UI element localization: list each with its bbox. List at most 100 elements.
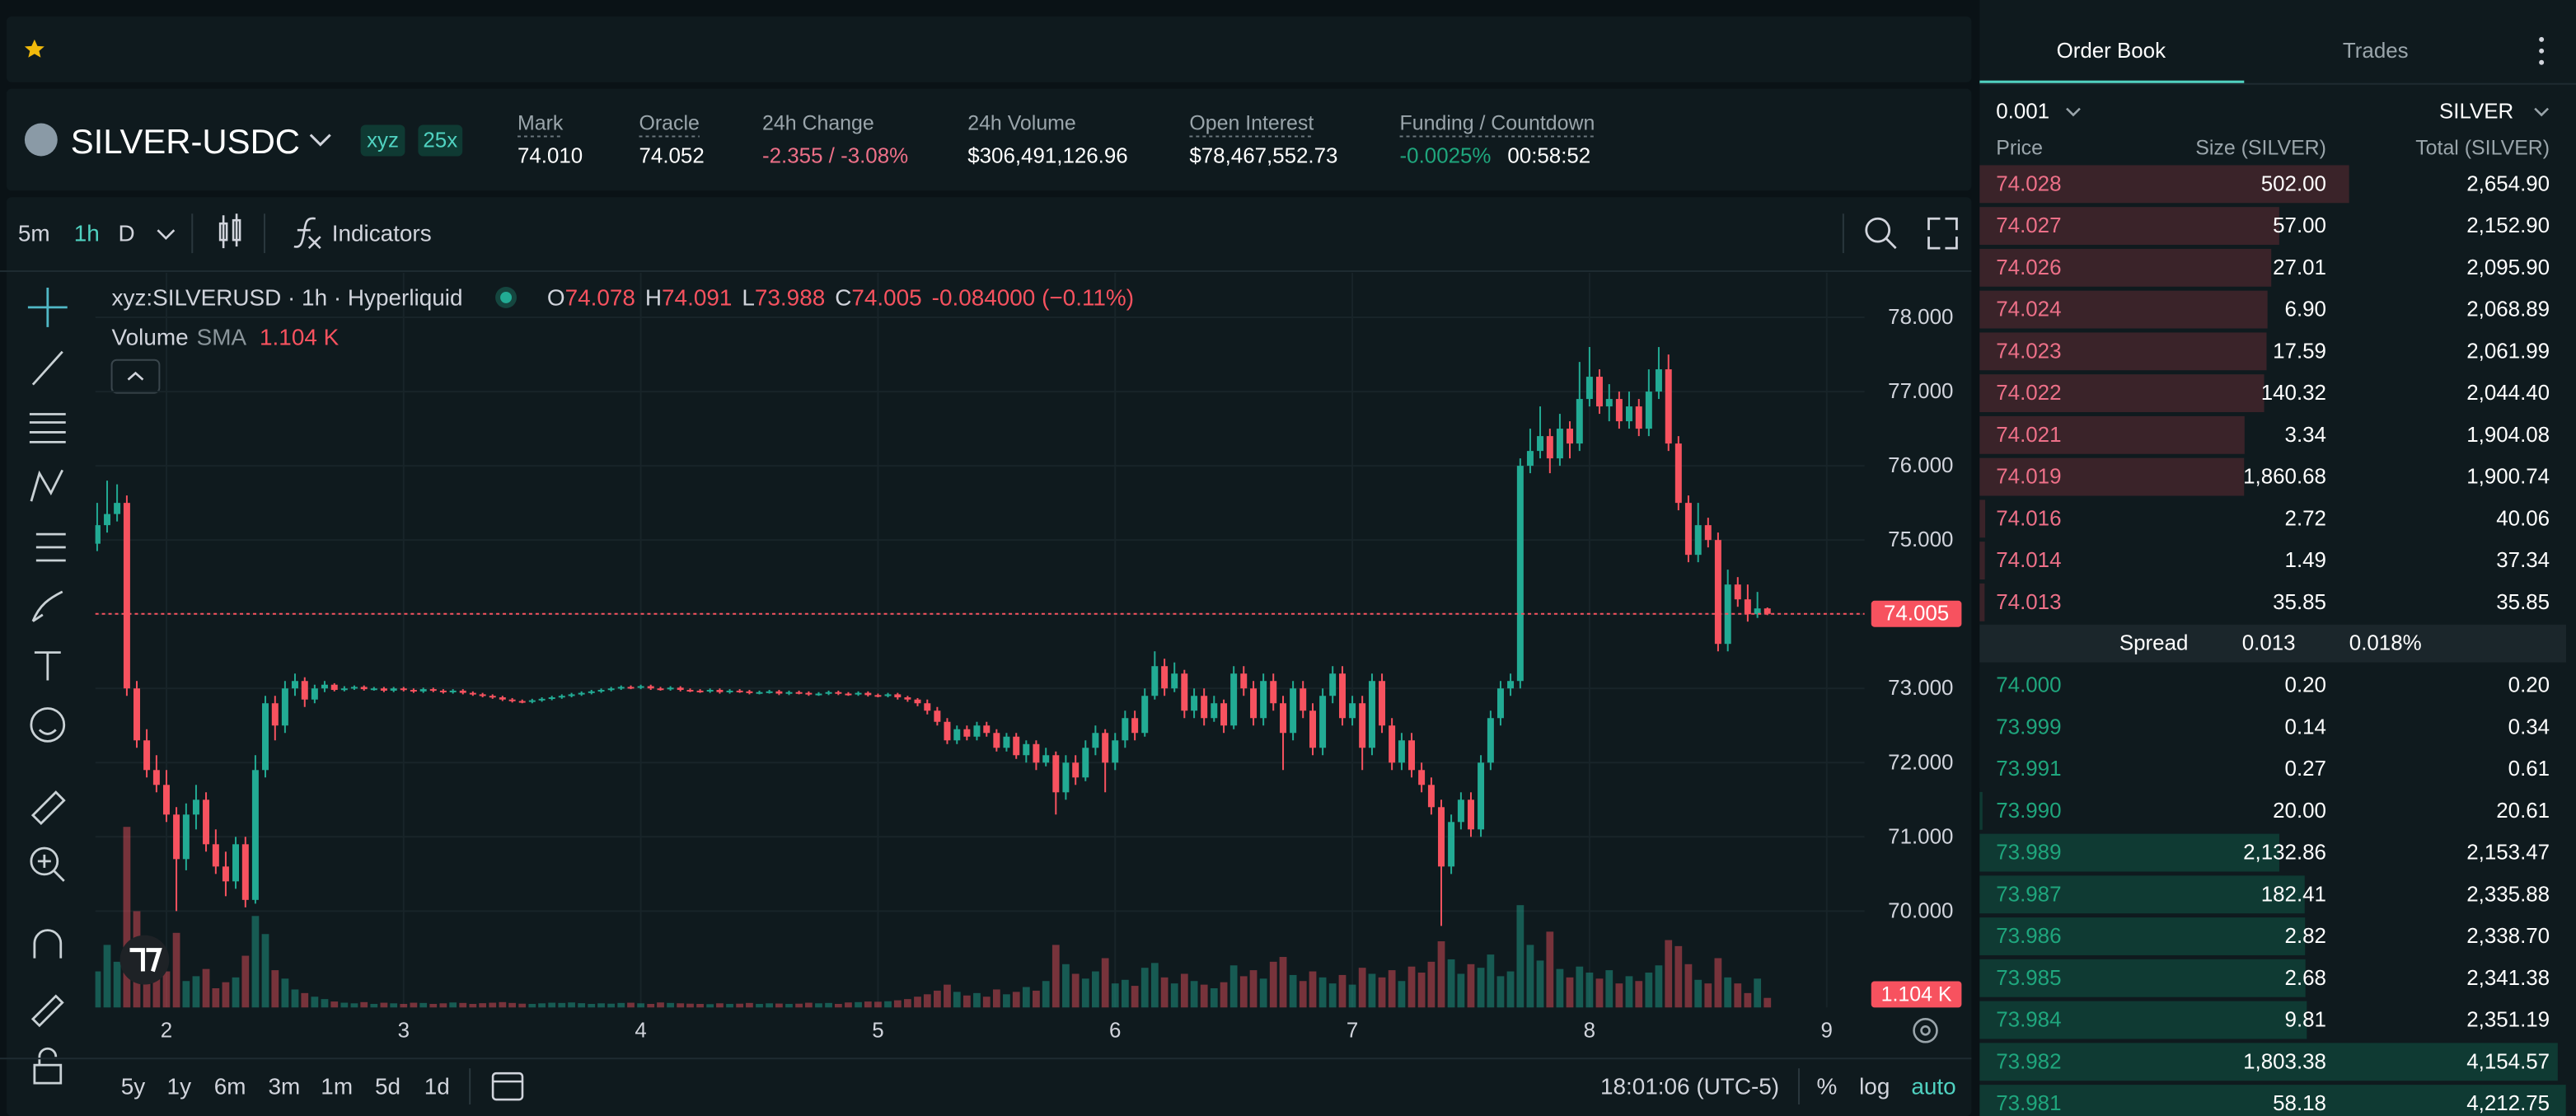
range-button[interactable]: 1y bbox=[167, 1074, 192, 1100]
date-range-icon[interactable] bbox=[491, 1071, 524, 1101]
indicators-icon[interactable] bbox=[293, 217, 321, 250]
candle-body bbox=[1704, 525, 1712, 541]
trend-line-tool[interactable] bbox=[31, 350, 63, 386]
candle-body bbox=[203, 799, 210, 845]
more-menu-icon[interactable] bbox=[2539, 36, 2545, 65]
header-panel bbox=[6, 88, 1972, 191]
range-button[interactable]: 1m bbox=[321, 1074, 353, 1100]
favorite-star[interactable] bbox=[24, 39, 44, 58]
volume-bar bbox=[1605, 970, 1614, 1008]
volume-bar bbox=[1427, 961, 1436, 1008]
range-button[interactable]: 1d bbox=[424, 1074, 450, 1100]
brush-tool[interactable] bbox=[31, 590, 63, 622]
candle-body bbox=[1389, 725, 1396, 763]
ruler-tool[interactable] bbox=[30, 790, 66, 826]
fib-tool[interactable] bbox=[35, 532, 66, 562]
range-button[interactable]: 5y bbox=[121, 1074, 146, 1100]
crosshair-tool[interactable] bbox=[27, 287, 68, 327]
candle-body bbox=[597, 690, 605, 692]
candle-body bbox=[558, 696, 565, 698]
plot bbox=[95, 273, 1865, 1008]
candle-body bbox=[874, 695, 882, 697]
volume-bar bbox=[95, 971, 101, 1008]
scale-option[interactable]: log bbox=[1859, 1074, 1890, 1100]
text-tool[interactable] bbox=[34, 651, 61, 681]
depth-bar bbox=[1979, 917, 2306, 955]
magnet-tool[interactable] bbox=[33, 929, 63, 959]
interval[interactable]: 5m bbox=[18, 221, 50, 246]
volume-bar bbox=[1615, 983, 1623, 1008]
volume-bar bbox=[1576, 966, 1584, 1008]
candle-body bbox=[815, 693, 822, 696]
volume-bar bbox=[1398, 981, 1406, 1008]
volume-bar bbox=[1318, 977, 1327, 1008]
scale-option[interactable]: % bbox=[1816, 1074, 1837, 1100]
candle-body bbox=[133, 688, 140, 741]
column-header: Total (SILVER) bbox=[2415, 136, 2550, 159]
last-price-tag bbox=[1871, 600, 1962, 627]
candle-body bbox=[607, 688, 615, 691]
settings-icon[interactable] bbox=[1913, 1018, 1938, 1043]
scale-option[interactable]: auto bbox=[1911, 1074, 1955, 1100]
volume-bar bbox=[1190, 981, 1198, 1008]
volume-bar bbox=[805, 1002, 813, 1008]
interval[interactable]: 1h bbox=[74, 221, 100, 246]
ohlc-letter: O bbox=[547, 284, 565, 310]
candle-body bbox=[726, 690, 733, 692]
range-button[interactable]: 6m bbox=[214, 1074, 246, 1100]
candle-body bbox=[1438, 807, 1445, 867]
tab[interactable]: Trades bbox=[2343, 40, 2409, 63]
x-tick-label: 2 bbox=[161, 1019, 172, 1042]
zoom-tool[interactable] bbox=[30, 846, 65, 882]
candle-body bbox=[192, 799, 199, 815]
tab[interactable]: Order Book bbox=[2057, 40, 2166, 63]
unit-chevron[interactable] bbox=[2534, 107, 2550, 117]
tick-size[interactable]: 0.001 bbox=[1996, 101, 2049, 124]
volume-bar bbox=[1131, 986, 1139, 1008]
size: 1.49 bbox=[2285, 549, 2326, 572]
fullscreen-icon[interactable] bbox=[1927, 217, 1958, 250]
volume-bar bbox=[1081, 978, 1089, 1008]
depth-bar bbox=[1979, 248, 2272, 287]
volume-bar bbox=[1062, 964, 1070, 1008]
unit[interactable]: SILVER bbox=[2439, 101, 2513, 124]
lock-tool[interactable] bbox=[33, 1047, 63, 1085]
y-tick-label: 70.000 bbox=[1888, 899, 1953, 922]
range-button[interactable]: 3m bbox=[269, 1074, 301, 1100]
emoji-tool[interactable] bbox=[30, 707, 66, 743]
candle-style-icon[interactable] bbox=[218, 213, 241, 249]
volume-bar bbox=[1033, 990, 1040, 1008]
range-button[interactable]: 5d bbox=[375, 1074, 400, 1100]
collapse-legend-button[interactable] bbox=[110, 359, 161, 394]
lock-drawing-tool[interactable] bbox=[30, 994, 64, 1028]
zoom-icon[interactable] bbox=[1865, 217, 1897, 250]
volume-bar bbox=[1160, 977, 1169, 1008]
indicators-button[interactable]: Indicators bbox=[332, 221, 432, 246]
volume-bar bbox=[172, 932, 180, 1008]
interval-chevron[interactable] bbox=[157, 229, 176, 240]
total: 1,904.08 bbox=[2466, 424, 2550, 447]
candle-body bbox=[647, 686, 654, 689]
candle-body bbox=[1042, 755, 1050, 763]
total: 40.06 bbox=[2496, 507, 2550, 530]
volume-bar bbox=[321, 999, 329, 1008]
symbol[interactable]: SILVER-USDC bbox=[71, 122, 300, 161]
interval[interactable]: D bbox=[119, 221, 135, 246]
depth-bar bbox=[1979, 833, 2279, 872]
volume-bar bbox=[1022, 987, 1030, 1008]
volume-bar bbox=[923, 994, 931, 1008]
tick-size-chevron[interactable] bbox=[2066, 107, 2081, 117]
horizontal-lines-tool[interactable] bbox=[29, 413, 66, 443]
symbol-chevron[interactable] bbox=[309, 134, 331, 147]
volume-bar bbox=[241, 955, 250, 1008]
candle-body bbox=[1526, 451, 1534, 467]
volume-bar bbox=[597, 1003, 605, 1008]
total: 2,153.47 bbox=[2466, 842, 2550, 865]
candle-body bbox=[825, 692, 832, 694]
candle-body bbox=[736, 690, 743, 692]
total: 37.34 bbox=[2496, 549, 2550, 572]
volume-bar bbox=[627, 1002, 635, 1008]
pattern-tool[interactable] bbox=[30, 469, 64, 502]
total: 1,900.74 bbox=[2466, 466, 2550, 489]
volume-bar bbox=[1239, 976, 1248, 1008]
